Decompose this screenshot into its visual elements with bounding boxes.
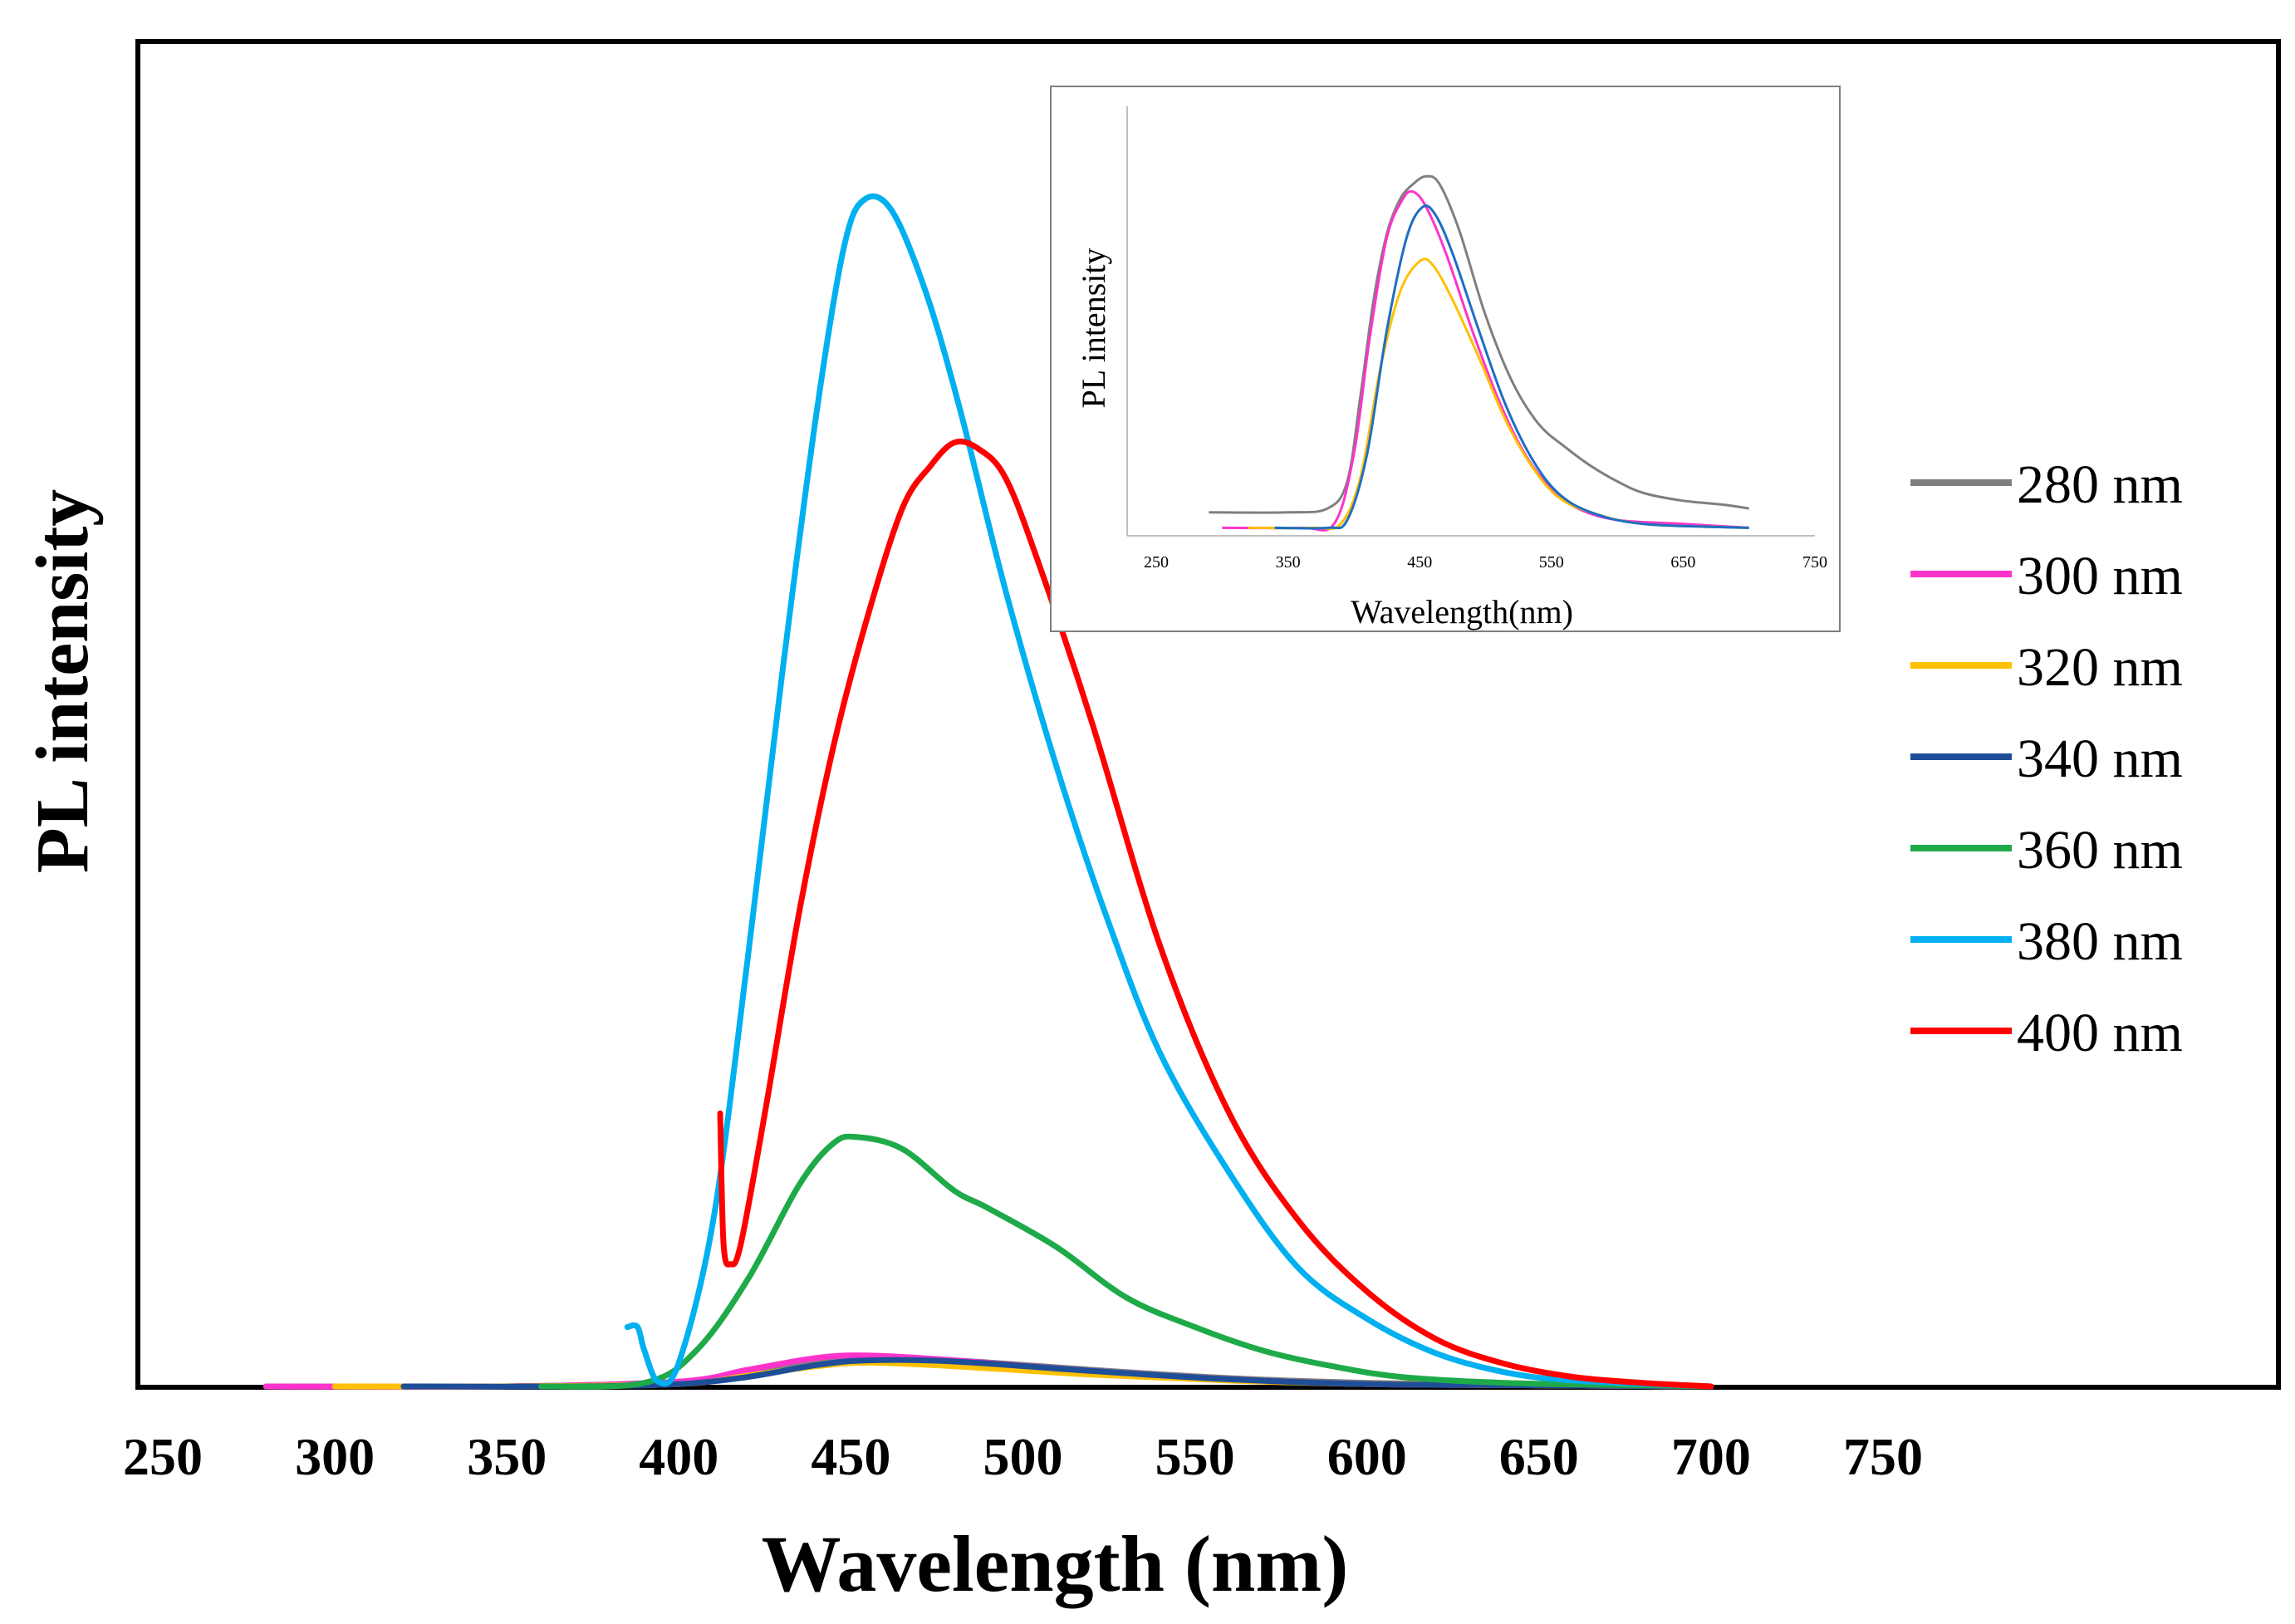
legend-label: 280 nm xyxy=(2017,454,2183,515)
inset-x-tick-label: 450 xyxy=(1407,553,1432,572)
series-line-340-nm xyxy=(400,1357,1714,1390)
x-tick-label: 600 xyxy=(1327,1427,1407,1486)
inset-x-axis-label: Wavelength(nm) xyxy=(1351,593,1573,630)
inset-x-tick-label: 550 xyxy=(1539,553,1564,572)
series-line-400-nm xyxy=(717,439,1714,1390)
inset-x-tick-label: 250 xyxy=(1144,553,1169,572)
inset-frame xyxy=(1050,86,1841,632)
legend-label: 340 nm xyxy=(2017,729,2183,789)
inset-x-tick-label: 750 xyxy=(1802,553,1827,572)
y-axis-label: PL intensity xyxy=(22,489,104,874)
x-tick-label: 450 xyxy=(811,1427,890,1486)
inset-series-group xyxy=(1209,174,1749,532)
x-tick-label: 650 xyxy=(1499,1427,1579,1486)
x-tick-label: 300 xyxy=(295,1427,375,1486)
x-tick-label: 550 xyxy=(1155,1427,1235,1486)
legend-label: 380 nm xyxy=(2017,911,2183,972)
series-line-380-nm xyxy=(624,193,1714,1390)
inset-x-tick-label: 350 xyxy=(1276,553,1301,572)
x-tick-label: 400 xyxy=(639,1427,718,1486)
x-tick-label: 500 xyxy=(983,1427,1063,1486)
legend: 280 nm 300 nm 320 nm 340 nm 360 nm 380 nm 400 … xyxy=(1910,454,2183,1063)
inset-chart: PL intensity Wavelength(nm) 250 350 450 550… xyxy=(1050,86,1841,632)
x-tick-labels: 250 300 350 400 450 500 550 600 650 700 750 xyxy=(123,1427,1923,1486)
series-line-360-nm xyxy=(538,1133,1714,1390)
x-tick-label: 250 xyxy=(123,1427,203,1486)
inset-series-line-3 xyxy=(1274,204,1749,530)
x-tick-label: 750 xyxy=(1843,1427,1923,1486)
x-tick-label: 700 xyxy=(1671,1427,1751,1486)
legend-label: 360 nm xyxy=(2017,820,2183,881)
x-axis-label: Wavelength (nm) xyxy=(762,1519,1349,1608)
inset-y-axis-label: PL intensity xyxy=(1075,248,1112,409)
inset-x-tick-labels: 250 350 450 550 650 750 xyxy=(1144,553,1827,572)
legend-label: 400 nm xyxy=(2017,1003,2183,1063)
legend-label: 320 nm xyxy=(2017,637,2183,698)
series-group xyxy=(262,193,1714,1390)
legend-label: 300 nm xyxy=(2017,546,2183,606)
inset-x-tick-label: 650 xyxy=(1670,553,1695,572)
x-tick-label: 350 xyxy=(467,1427,547,1486)
